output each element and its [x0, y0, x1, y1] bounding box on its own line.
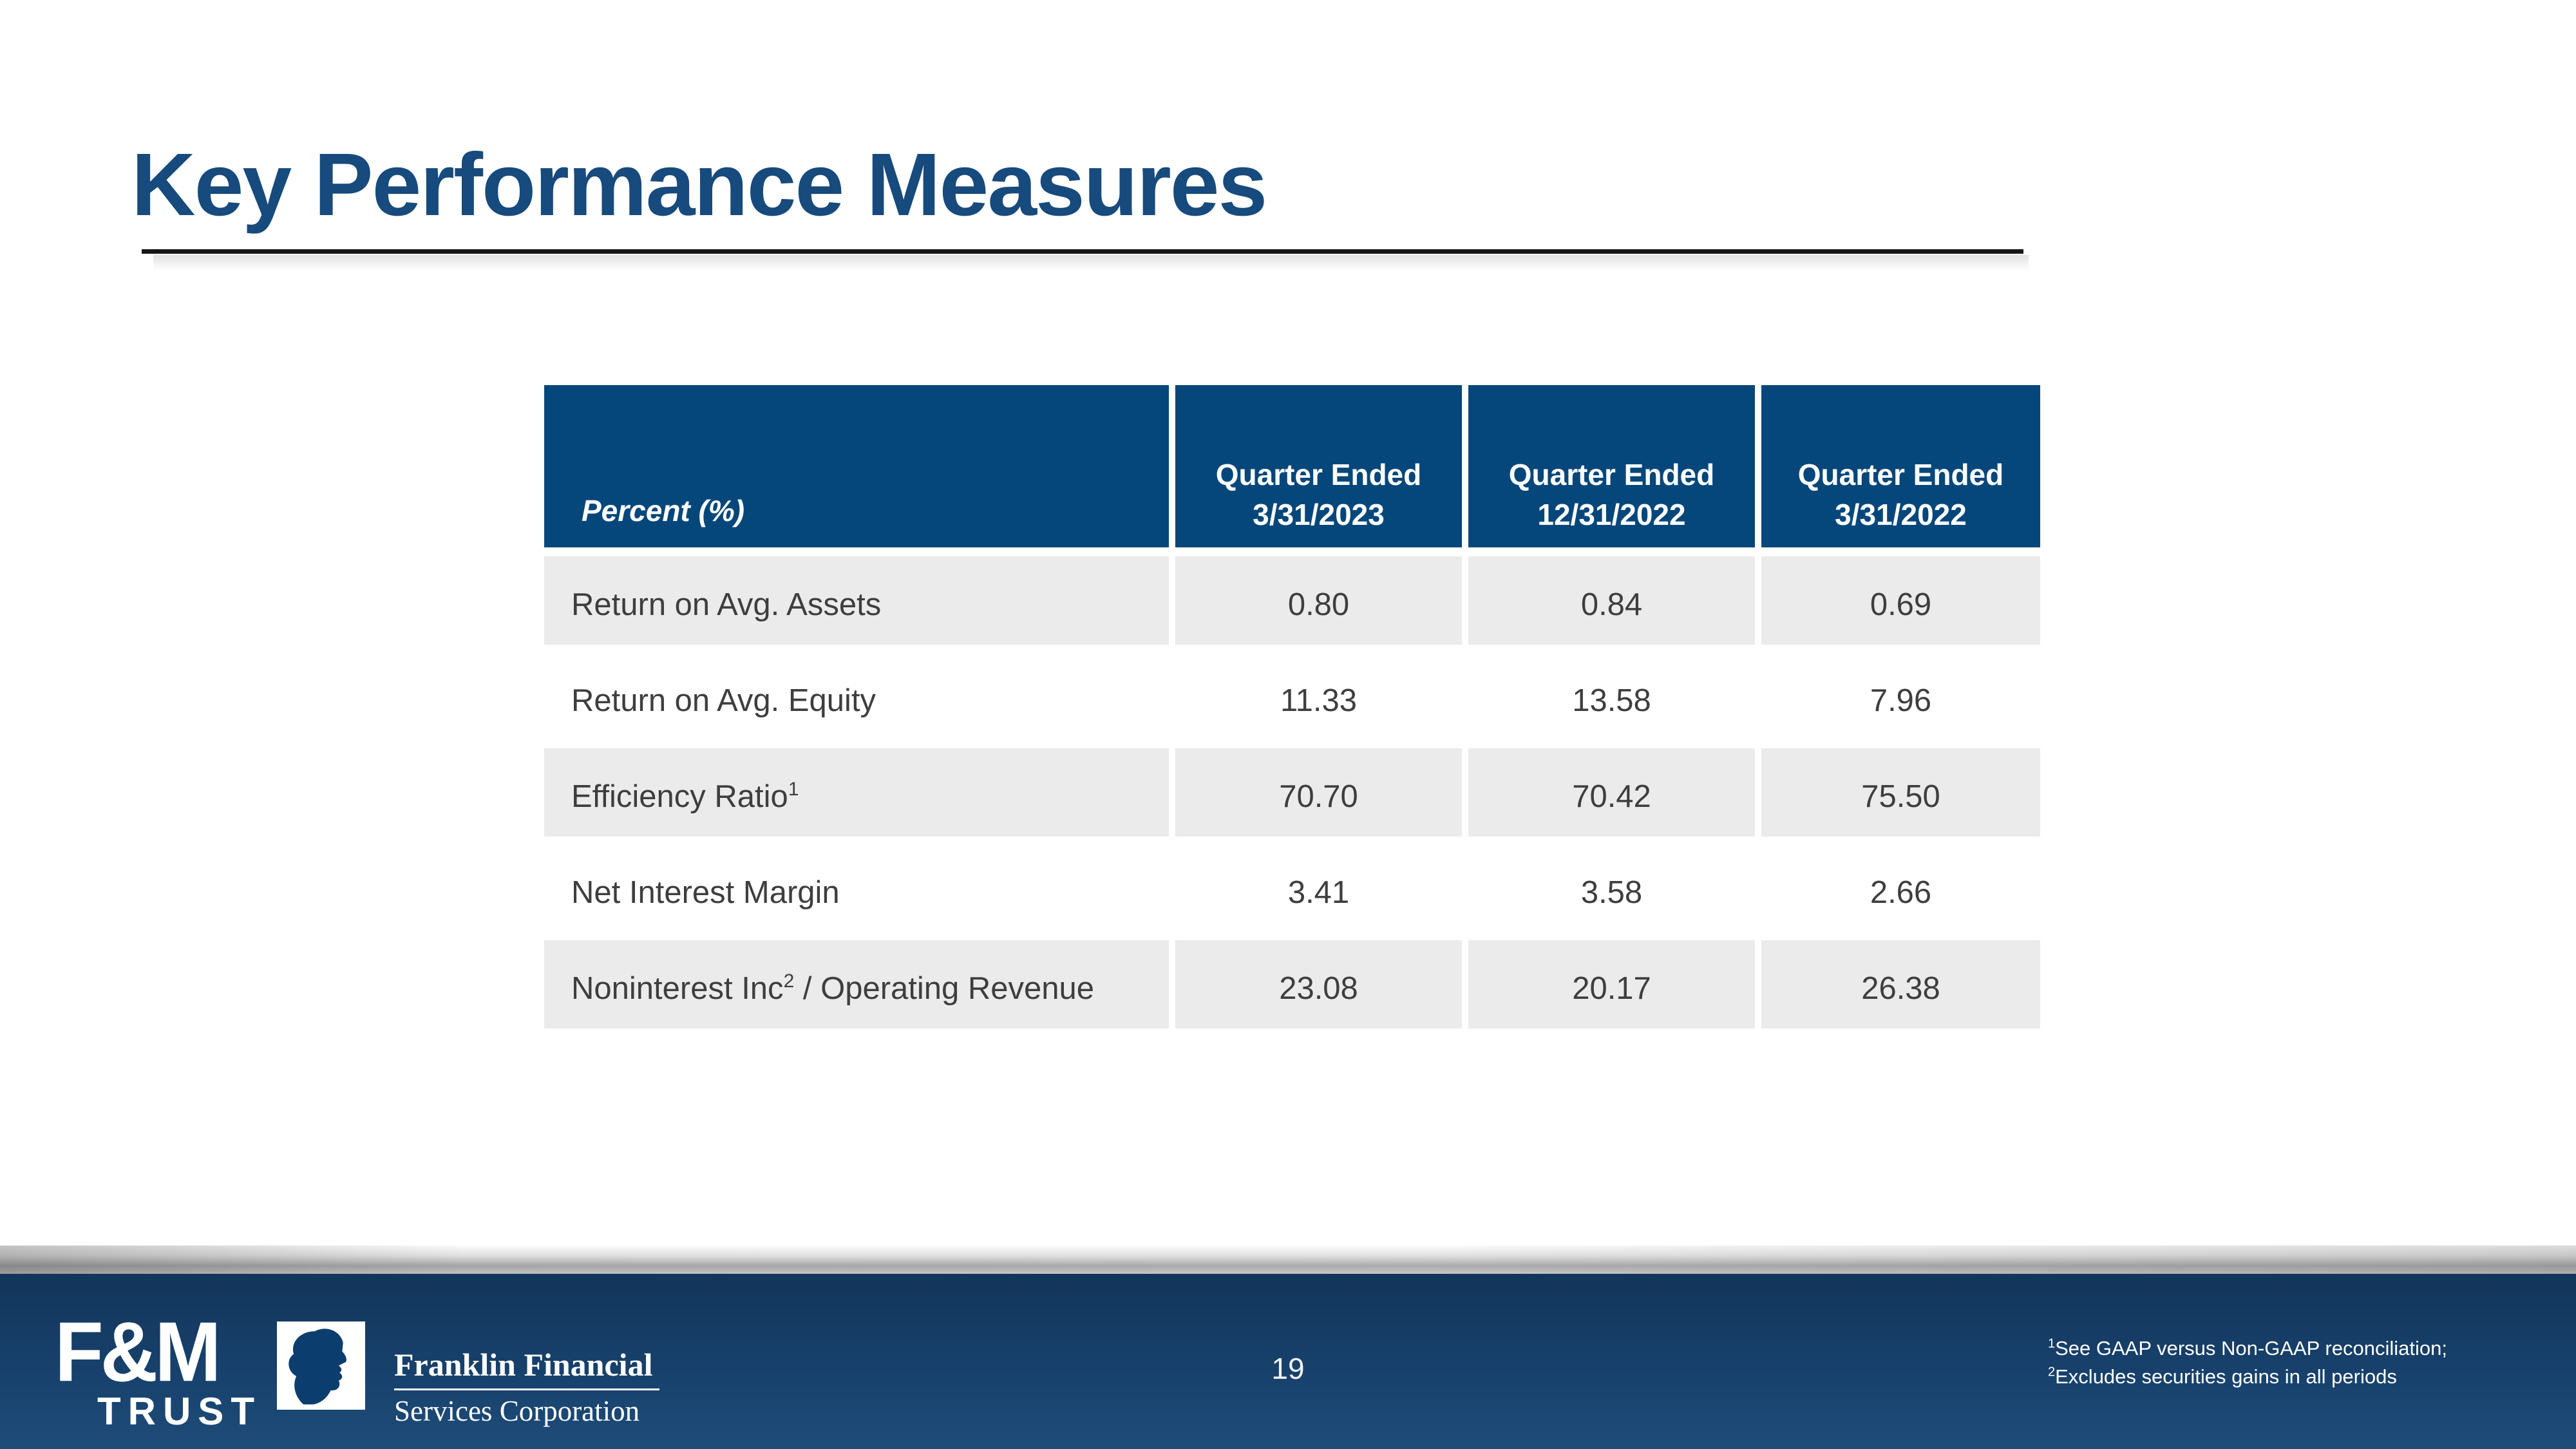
table-cell: 7.96	[1761, 652, 2040, 748]
key-performance-table: Percent (%) Quarter Ended 3/31/2023 Quar…	[544, 385, 2040, 1036]
column-header-q1-2023: Quarter Ended 3/31/2023	[1175, 385, 1462, 547]
table-cell: 75.50	[1761, 748, 2040, 844]
fm-trust-logo: F&M TRUST	[55, 1310, 261, 1431]
footer-band: F&M TRUST Franklin Financial Services Co…	[0, 1274, 2576, 1449]
table-cell: 70.42	[1468, 748, 1755, 844]
page-title: Key Performance Measures	[131, 135, 1267, 234]
table-cell: 20.17	[1468, 940, 1755, 1036]
table-cell: 13.58	[1468, 652, 1755, 748]
table-row-label: Return on Avg. Equity	[544, 652, 1169, 748]
franklin-financial-subname: Services Corporation	[394, 1395, 640, 1427]
footnote-2: 2Excludes securities gains in all period…	[2048, 1365, 2397, 1388]
page-number: 19	[1271, 1352, 1305, 1385]
table-cell: 70.70	[1175, 748, 1462, 844]
table-row-label: Noninterest Inc2 / Operating Revenue	[544, 940, 1169, 1036]
table-cell: 3.41	[1175, 844, 1462, 940]
column-header-q1-2022: Quarter Ended 3/31/2022	[1761, 385, 2040, 547]
franklin-financial-name: Franklin Financial	[394, 1347, 653, 1383]
fm-trust-logo-subtext: TRUST	[97, 1390, 261, 1433]
table-row-label: Return on Avg. Assets	[544, 556, 1169, 652]
silver-divider-bar	[0, 1245, 2576, 1274]
franklin-financial-logo: Franklin Financial Services Corporation	[394, 1349, 659, 1426]
column-header-q4-2022: Quarter Ended 12/31/2022	[1468, 385, 1755, 547]
table-cell: 0.69	[1761, 556, 2040, 652]
header-body-gap	[544, 547, 2040, 556]
table-cell: 3.58	[1468, 844, 1755, 940]
table-cell: 0.80	[1175, 556, 1462, 652]
footnote-1: 1See GAAP versus Non-GAAP reconciliation…	[2048, 1336, 2447, 1359]
fm-trust-logo-text: F&M	[55, 1305, 222, 1399]
table-cell: 11.33	[1175, 652, 1462, 748]
table-cell: 2.66	[1761, 844, 2040, 940]
table-row-label: Efficiency Ratio1	[544, 748, 1169, 844]
table-cell: 0.84	[1468, 556, 1755, 652]
table-cell: 26.38	[1761, 940, 2040, 1036]
table-corner-header: Percent (%)	[544, 385, 1169, 547]
table-row-label: Net Interest Margin	[544, 844, 1169, 940]
title-underline-shadow	[153, 255, 2029, 270]
corner-header-label: Percent (%)	[582, 494, 745, 527]
title-underline	[142, 249, 2023, 254]
franklin-logo-divider	[394, 1388, 659, 1390]
franklin-head-icon	[277, 1321, 365, 1410]
footnotes: 1See GAAP versus Non-GAAP reconciliation…	[2048, 1334, 2447, 1391]
table-cell: 23.08	[1175, 940, 1462, 1036]
